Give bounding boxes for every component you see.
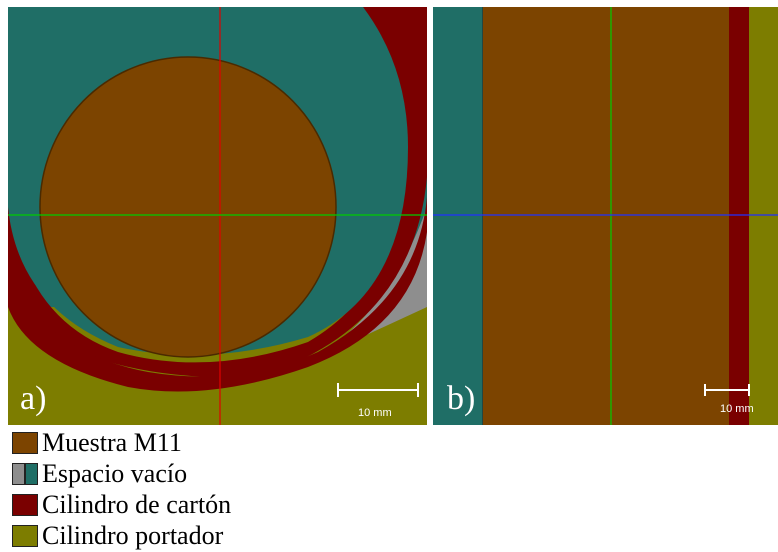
panel-a-label: a) xyxy=(20,380,46,417)
panel-a-image: a) 10 mm xyxy=(8,7,427,425)
legend-item-espacio: Espacio vacío xyxy=(12,458,231,489)
panel-b-label: b) xyxy=(447,380,475,417)
legend: Muestra M11 Espacio vacío Cilindro de ca… xyxy=(12,427,231,551)
swatch-portador xyxy=(12,524,38,547)
panel-b-image: b) 10 mm xyxy=(433,7,778,425)
scale-label-a: 10 mm xyxy=(358,407,392,419)
swatch-espacio xyxy=(12,462,38,485)
muestra-band xyxy=(483,7,729,425)
swatch-carton xyxy=(12,493,38,516)
scale-bar-a: 10 mm xyxy=(337,383,419,419)
carton-band xyxy=(729,7,749,425)
scale-bar-b: 10 mm xyxy=(704,384,754,415)
panel-a-cross-section: a) 10 mm xyxy=(8,7,427,425)
legend-item-portador: Cilindro portador xyxy=(12,520,231,551)
espacio-band xyxy=(433,7,483,425)
portador-band xyxy=(749,7,778,425)
legend-item-carton: Cilindro de cartón xyxy=(12,489,231,520)
muestra-sample xyxy=(39,56,337,358)
swatch-muestra xyxy=(12,431,38,454)
legend-label-espacio: Espacio vacío xyxy=(42,458,188,488)
legend-label-muestra: Muestra M11 xyxy=(42,427,182,457)
legend-label-carton: Cilindro de cartón xyxy=(42,489,232,519)
scale-label-b: 10 mm xyxy=(720,403,754,415)
legend-item-muestra: Muestra M11 xyxy=(12,427,231,458)
legend-label-portador: Cilindro portador xyxy=(42,520,224,550)
panel-b-longitudinal-section: b) 10 mm xyxy=(433,7,778,425)
